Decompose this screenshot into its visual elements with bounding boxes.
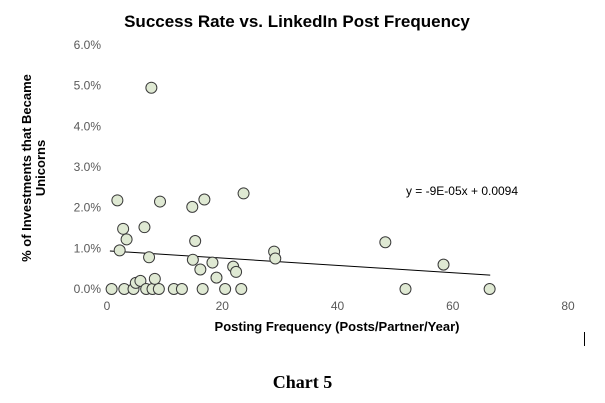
x-tick-label: 40 [331,299,345,313]
chart-caption: Chart 5 [272,372,333,392]
data-point [145,81,158,94]
data-point [175,283,188,295]
data-point [134,274,147,287]
data-point [399,283,412,295]
data-point [379,236,392,249]
x-tick-label: 0 [104,299,111,313]
data-point [269,252,282,265]
x-tick-label: 60 [446,299,460,313]
data-point [235,283,248,295]
x-axis-title: Posting Frequency (Posts/Partner/Year) [215,319,460,334]
data-point [196,283,209,295]
y-axis-title-line: % of Investments that Became [19,74,34,262]
data-point [198,193,211,206]
scatter-chart: Success Rate vs. LinkedIn Post Frequency… [19,12,575,334]
y-axis-title-line: Unicorns [33,140,48,196]
data-point [105,283,118,295]
data-point [194,263,207,276]
data-point [154,195,167,208]
data-point [437,258,450,271]
data-point [113,244,126,257]
y-tick-label: 1.0% [74,241,102,255]
data-point [483,283,496,295]
y-axis-title-text: % of Investments that BecameUnicorns [19,74,48,262]
y-tick-label: 0.0% [74,282,102,296]
data-point [111,194,124,207]
data-point [117,222,130,235]
x-tick-label: 80 [561,299,575,313]
text-cursor [584,332,585,346]
data-point [186,253,199,266]
chart-title: Success Rate vs. LinkedIn Post Frequency [124,12,470,31]
y-tick-label: 6.0% [74,38,102,52]
data-point [143,251,156,264]
data-point [237,187,250,200]
data-point [186,200,199,213]
data-point [189,235,202,248]
plot-area: 0.0% 1.0% 2.0% 3.0% 4.0% 5.0% 6.0% 0 20 40 60 80 [74,38,575,313]
y-tick-label: 2.0% [74,201,102,215]
y-tick-label: 4.0% [74,119,102,133]
y-tick-label: 3.0% [74,160,102,174]
data-point [152,283,165,295]
data-point [230,265,243,278]
y-axis-title: % of Investments that BecameUnicorns [19,74,48,262]
data-point [138,221,151,234]
y-tick-label: 5.0% [74,79,102,93]
data-point [219,283,232,295]
data-point [120,233,133,246]
x-tick-label: 20 [216,299,230,313]
data-point [148,272,161,285]
trendline-equation: y = -9E-05x + 0.0094 [406,184,518,198]
trendline [109,250,491,276]
data-point [210,271,223,284]
data-point [206,256,219,269]
